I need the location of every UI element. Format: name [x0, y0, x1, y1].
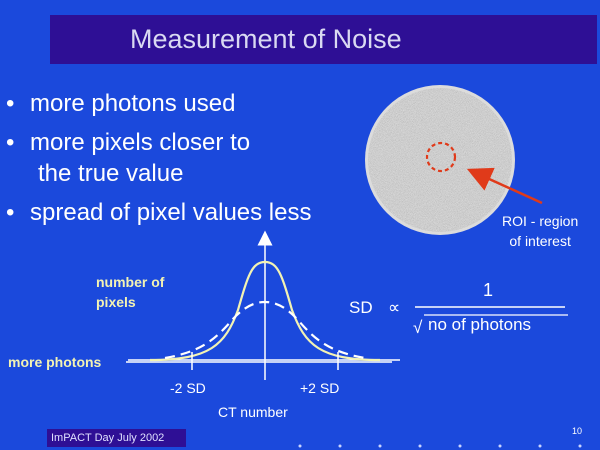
- bullet-marker: •: [6, 129, 15, 156]
- minus-2sd-label: -2 SD: [170, 380, 206, 396]
- noise-phantom-image: [365, 85, 515, 235]
- page-number: 10: [572, 426, 583, 436]
- footer-dot: [418, 444, 422, 448]
- x-axis-label: CT number: [218, 404, 288, 420]
- phantom-tint: [368, 88, 512, 232]
- roi-label: ROI - region of interest: [502, 211, 578, 251]
- title-bar: [50, 15, 597, 64]
- bullet-item: • spread of pixel values less: [6, 197, 311, 228]
- formula-denominator: no of photons: [428, 315, 532, 334]
- root-overline: [424, 314, 568, 316]
- wide-distribution-curve: [164, 300, 366, 360]
- roi-pointer-arrow: [466, 167, 543, 205]
- footer-dot: [458, 444, 462, 448]
- fraction-bar: [415, 306, 565, 308]
- footer-dot: [498, 444, 502, 448]
- narrow-distribution-curve: [149, 260, 381, 362]
- square-root-symbol: √: [413, 318, 423, 337]
- y-axis-label-line2: pixels: [96, 294, 136, 310]
- plus-2sd-label: +2 SD: [300, 380, 340, 396]
- bullet-item: • more photons used: [6, 88, 311, 119]
- bullet-marker: •: [6, 90, 15, 117]
- formula-sd: SD: [349, 298, 373, 317]
- roi-label-line2: of interest: [509, 233, 571, 249]
- footer-dot: [298, 444, 302, 448]
- footer-dot: [378, 444, 382, 448]
- bullet-text: spread of pixel values less: [30, 199, 312, 226]
- bullet-text: more photons used: [30, 90, 236, 117]
- noise-texture: [368, 88, 512, 232]
- formula-numerator: 1: [483, 280, 494, 300]
- footer-label: ImPACT Day July 2002: [47, 429, 186, 447]
- slide-title: Measurement of Noise: [130, 24, 402, 54]
- bullet-item: • more pixels closer to the true value: [6, 127, 311, 189]
- more-photons-label: more photons: [8, 354, 102, 370]
- footer-dot: [338, 444, 342, 448]
- roi-circle: [425, 141, 457, 173]
- bullet-text: more pixels closer to: [30, 129, 251, 156]
- bullet-list: • more photons used • more pixels closer…: [6, 88, 311, 236]
- proportional-symbol: ∝: [388, 298, 401, 317]
- bullet-text-continued: the true value: [38, 160, 184, 187]
- y-axis-label-line1: number of: [96, 274, 165, 290]
- footer-dot: [578, 444, 582, 448]
- roi-label-line1: ROI - region: [502, 213, 579, 229]
- footer-dot: [538, 444, 542, 448]
- bullet-marker: •: [6, 199, 15, 226]
